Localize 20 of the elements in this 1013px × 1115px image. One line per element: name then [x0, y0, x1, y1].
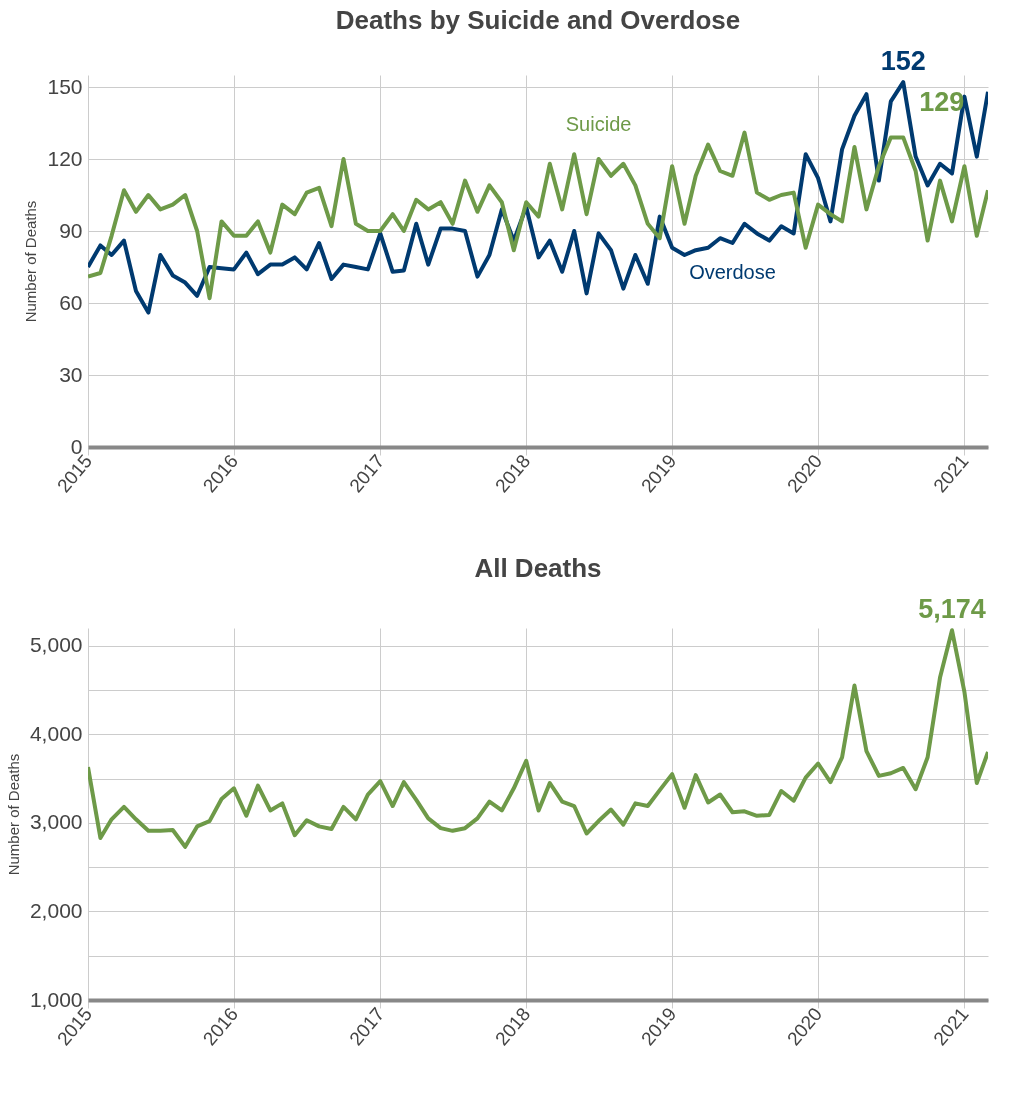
- y-tick-label: 150: [47, 74, 83, 98]
- y-axis-title: Number of Deaths: [22, 200, 40, 323]
- series-label: Overdose: [689, 261, 776, 283]
- data-label: 5,174: [918, 594, 986, 625]
- y-axis-title: Number of Deaths: [4, 753, 22, 876]
- chart-title: Deaths by Suicide and Overdose: [335, 5, 741, 36]
- chart-title: All Deaths: [474, 553, 602, 584]
- y-tick-label: 60: [59, 290, 83, 314]
- y-tick-label: 90: [59, 218, 83, 242]
- line-series: [88, 628, 988, 849]
- y-tick-label: 3,000: [29, 810, 83, 834]
- line-series: [88, 130, 988, 301]
- data-label: 152: [880, 46, 926, 77]
- line-series: [88, 80, 988, 315]
- y-tick-label: 30: [59, 362, 83, 386]
- y-tick-label: 2,000: [29, 898, 83, 922]
- y-tick-label: 5,000: [29, 633, 83, 657]
- y-tick-label: 4,000: [29, 721, 83, 745]
- series-label: Suicide: [565, 113, 632, 135]
- y-tick-label: 120: [47, 146, 83, 170]
